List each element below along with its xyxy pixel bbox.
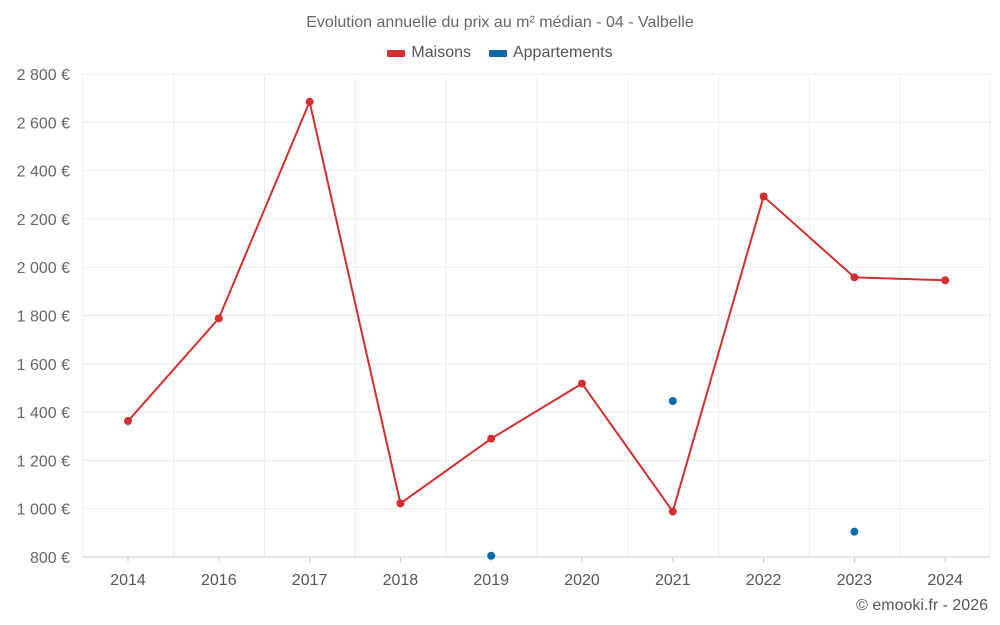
y-tick-label: 800 € [30, 550, 70, 567]
x-tick-label: 2023 [837, 572, 873, 589]
legend-swatch-appartements [488, 49, 507, 57]
legend-label-maisons: Maisons [411, 44, 471, 61]
data-point-maisons [214, 314, 223, 323]
legend-swatch-maisons [387, 49, 406, 57]
x-tick-label: 2024 [927, 572, 963, 589]
x-tick-label: 2022 [746, 572, 782, 589]
y-tick-label: 2 400 € [17, 164, 70, 181]
x-tick-label: 2020 [564, 572, 600, 589]
chart-legend: Maisons Appartements [0, 44, 1000, 62]
x-tick-label: 2021 [655, 572, 691, 589]
y-tick-label: 1 400 € [17, 405, 70, 422]
legend-item-appartements[interactable]: Appartements [488, 44, 613, 62]
data-point-maisons [941, 276, 950, 285]
credit-text: © emooki.fr - 2026 [856, 597, 988, 614]
data-point-maisons [305, 97, 314, 106]
x-tick-label: 2017 [292, 572, 328, 589]
data-point-maisons [578, 379, 586, 388]
y-tick-label: 1 600 € [17, 357, 70, 374]
x-tick-label: 2014 [110, 572, 146, 589]
y-tick-label: 1 200 € [17, 453, 70, 470]
series-line-maisons [127, 100, 946, 513]
data-point-maisons [850, 273, 859, 282]
y-tick-label: 1 800 € [17, 309, 70, 326]
x-tick-label: 2016 [201, 572, 237, 589]
data-point-maisons [124, 417, 132, 426]
data-point-appartements [668, 396, 677, 405]
y-tick-label: 2 000 € [17, 260, 70, 277]
chart-title: Evolution annuelle du prix au m² médian … [306, 14, 694, 31]
data-point-maisons [487, 434, 496, 443]
legend-label-appartements: Appartements [512, 44, 613, 61]
y-tick-label: 1 000 € [17, 502, 70, 519]
data-point-appartements [850, 527, 859, 536]
x-tick-label: 2018 [383, 572, 419, 589]
y-tick-label: 2 200 € [17, 212, 70, 229]
data-point-maisons [759, 192, 768, 201]
data-point-maisons [668, 507, 677, 516]
x-tick-label: 2019 [473, 572, 509, 589]
y-tick-label: 2 600 € [17, 115, 70, 132]
data-point-appartements [487, 551, 496, 560]
y-tick-label: 2 800 € [17, 67, 70, 84]
legend-item-maisons[interactable]: Maisons [387, 44, 471, 62]
data-point-maisons [396, 499, 405, 508]
